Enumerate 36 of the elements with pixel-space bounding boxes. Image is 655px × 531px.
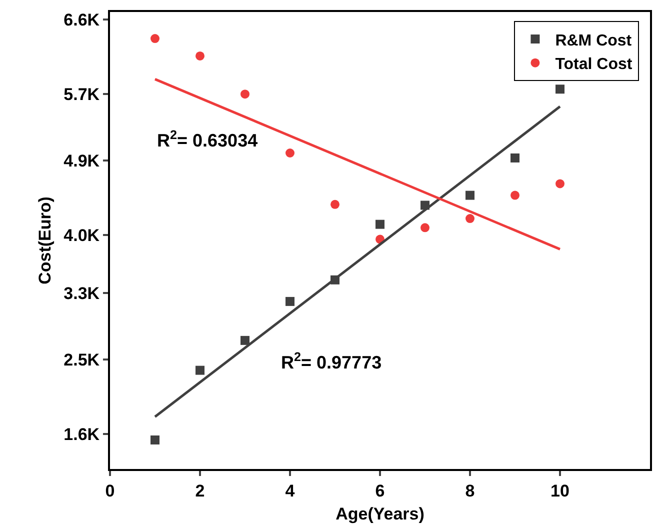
- y-tick-label: 5.7K: [64, 85, 100, 104]
- legend-label: Total Cost: [555, 56, 633, 74]
- point: [556, 84, 564, 94]
- point: [510, 153, 520, 162]
- y-tick-label: 3.3K: [64, 284, 100, 304]
- x-axis-title: Age(Years): [336, 504, 424, 524]
- y-tick-label: 2.5K: [64, 350, 100, 370]
- legend-label: R&M Cost: [555, 32, 632, 50]
- point: [286, 296, 294, 306]
- x-tick-label: 4: [285, 481, 296, 500]
- y-tick-label: 6.6K: [64, 10, 100, 30]
- point: [420, 223, 430, 232]
- y-axis-title: Cost(Euro): [36, 196, 55, 284]
- point: [466, 190, 474, 200]
- point: [240, 90, 250, 99]
- point: [556, 179, 564, 188]
- point: [196, 51, 204, 60]
- x-tick-label: 0: [105, 481, 115, 500]
- y-tick-label: 4.0K: [64, 226, 100, 246]
- y-tick-label: 1.6K: [64, 425, 100, 444]
- annotation: R$^{2}$= 0.63034: [157, 128, 258, 151]
- point: [330, 200, 340, 209]
- x-tick-label: 2: [195, 481, 205, 500]
- point: [286, 148, 294, 158]
- point: [376, 220, 384, 229]
- x-tick-label: 10: [550, 481, 570, 500]
- point: [196, 366, 204, 375]
- point: [510, 190, 520, 200]
- point: [150, 34, 160, 44]
- x-tick-label: 6: [375, 481, 385, 500]
- x-tick-label: 8: [465, 481, 475, 500]
- point: [150, 435, 160, 444]
- annotation: R$^{2}$= 0.97773: [281, 350, 382, 373]
- point: [466, 214, 474, 224]
- point: [240, 336, 250, 345]
- y-tick-label: 4.9K: [64, 151, 100, 170]
